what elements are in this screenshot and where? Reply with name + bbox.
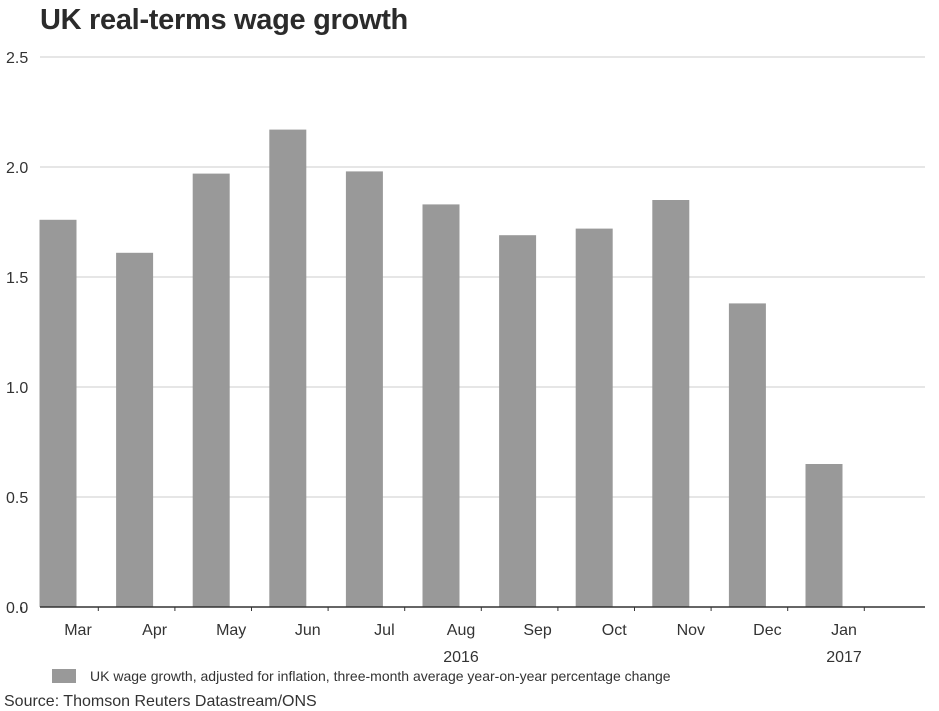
y-tick-label: 1.5: [6, 270, 28, 287]
year-label: 2016: [443, 649, 479, 666]
x-tick-label: Mar: [64, 622, 92, 639]
legend-label: UK wage growth, adjusted for inflation, …: [90, 668, 671, 684]
legend-swatch: [52, 669, 76, 683]
bar-may: [192, 173, 230, 607]
chart-legend: UK wage growth, adjusted for inflation, …: [52, 668, 671, 684]
bar-aug: [422, 204, 460, 607]
source-note: Source: Thomson Reuters Datastream/ONS: [4, 693, 317, 710]
y-tick-label: 0.0: [6, 600, 28, 617]
bar-jun: [269, 129, 307, 607]
bar-nov: [652, 200, 690, 607]
bar-sep: [499, 235, 537, 607]
x-tick-label: Oct: [602, 622, 627, 639]
y-tick-label: 1.0: [6, 380, 28, 397]
x-tick-label: Jun: [295, 622, 321, 639]
y-tick-label: 0.5: [6, 490, 28, 507]
year-label: 2017: [826, 649, 862, 666]
bar-dec: [728, 303, 766, 607]
bar-mar: [39, 219, 77, 608]
chart-title: UK real-terms wage growth: [40, 4, 408, 36]
y-tick-label: 2.0: [6, 160, 28, 177]
x-tick-label: Dec: [753, 622, 781, 639]
bar-jan: [805, 464, 843, 607]
bar-oct: [575, 228, 613, 607]
y-tick-label: 2.5: [6, 50, 28, 67]
x-tick-label: Jul: [374, 622, 394, 639]
bar-jul: [345, 171, 383, 607]
x-tick-label: Jan: [831, 622, 857, 639]
x-tick-label: May: [216, 622, 246, 639]
bar-apr: [116, 252, 154, 608]
x-tick-label: Apr: [142, 622, 168, 639]
x-tick-label: Nov: [677, 622, 705, 639]
x-tick-label: Sep: [523, 622, 552, 639]
x-tick-label: Aug: [447, 622, 475, 639]
